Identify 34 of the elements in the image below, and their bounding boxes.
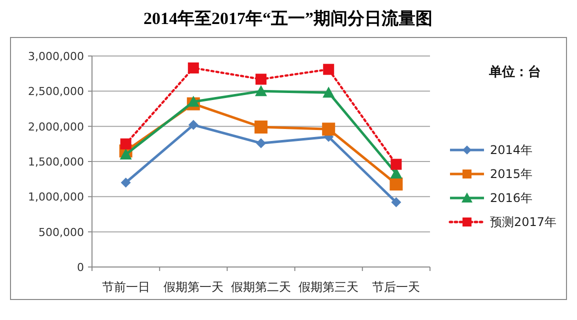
x-tick-label: 假期第一天 [163,280,224,294]
point [120,148,132,160]
point [322,86,335,98]
y-tick-label: 1,500,000 [28,156,84,168]
x-tick-label: 假期第三天 [298,280,359,294]
y-tick-label: 2,000,000 [28,120,84,134]
legend-label: 2015年 [490,167,533,181]
y-tick-label: 1,000,000 [28,190,84,204]
point [255,85,267,96]
x-tick-label: 节前一日 [102,280,150,294]
point [390,158,402,170]
y-tick-label: 2,500,000 [28,85,84,98]
legend-label: 2014年 [490,143,533,157]
y-tick-label: 500,000 [38,226,84,239]
point [390,178,403,191]
point [120,138,132,150]
point [256,74,266,85]
point [120,178,131,188]
x-tick-label: 假期第二天 [231,280,291,294]
point [323,64,334,75]
legend-label: 预测2017年 [490,215,557,229]
point [322,122,336,136]
point [188,120,198,130]
legend-label: 2016年 [490,191,533,205]
point [188,62,199,74]
y-tick-label: 0 [77,261,84,274]
point [187,96,200,107]
point [256,138,266,148]
point [391,197,402,208]
x-tick-label: 节后一天 [372,280,420,294]
chart-title: 2014年至2017年“五一”期间分日流量图 [144,9,432,28]
point [254,120,268,134]
y-tick-label: 3,000,000 [28,50,84,63]
text: 单位：台 [488,64,541,79]
